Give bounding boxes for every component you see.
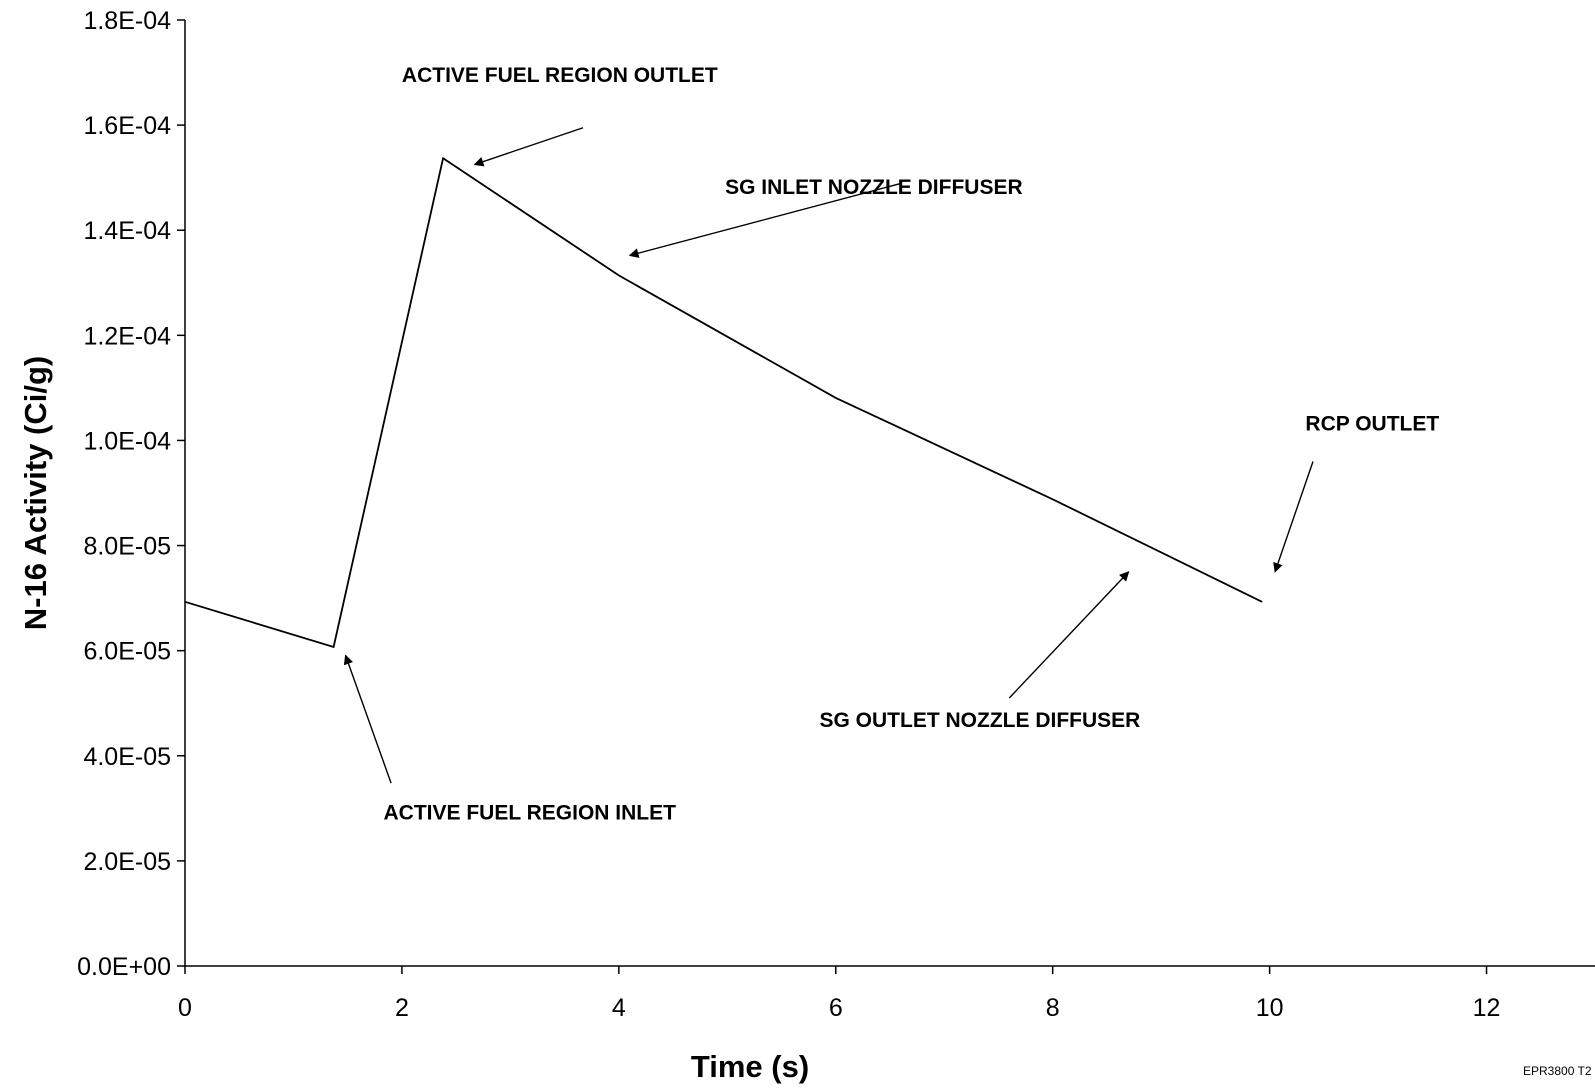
x-tick-label: 12 — [1473, 994, 1501, 1022]
figure-reference-note: EPR3800 T2 — [1523, 1064, 1592, 1078]
x-tick-label: 4 — [612, 994, 626, 1022]
y-tick-label: 2.0E-05 — [83, 848, 171, 876]
data-point — [333, 646, 335, 648]
data-point — [442, 157, 444, 159]
annotation-arrow — [473, 127, 584, 167]
annotation: SG INLET NOZZLE DIFFUSER — [628, 176, 1023, 258]
y-tick-label: 8.0E-05 — [83, 533, 171, 561]
annotation-arrow — [343, 654, 392, 784]
x-tick-label: 2 — [395, 994, 409, 1022]
annotation-arrow — [1008, 571, 1130, 699]
annotations: ACTIVE FUEL REGION OUTLET SG INLET NOZZLE… — [343, 64, 1439, 824]
annotation: SG OUTLET NOZZLE DIFFUSER — [820, 571, 1141, 732]
annotation: ACTIVE FUEL REGION OUTLET — [402, 64, 718, 167]
y-tick-label: 1.2E-04 — [83, 322, 171, 350]
x-tick-label: 8 — [1046, 994, 1060, 1022]
y-tick-label: 1.0E-04 — [83, 427, 171, 455]
annotation-label: SG INLET NOZZLE DIFFUSER — [725, 176, 1023, 199]
series — [184, 156, 1263, 649]
y-tick-label: 1.6E-04 — [83, 112, 171, 140]
annotation: ACTIVE FUEL REGION INLET — [343, 654, 676, 824]
data-point — [618, 274, 620, 276]
annotation-label: RCP OUTLET — [1305, 412, 1439, 435]
x-tick-label: 6 — [829, 994, 843, 1022]
annotation-arrow — [628, 182, 902, 258]
y-tick-label: 0.0E+00 — [77, 953, 171, 981]
annotation-arrow — [1273, 461, 1314, 573]
y-tick-label: 1.8E-04 — [83, 7, 171, 35]
annotation-label: ACTIVE FUEL REGION OUTLET — [402, 64, 718, 87]
x-tick-label: 10 — [1256, 994, 1284, 1022]
annotation-label: ACTIVE FUEL REGION INLET — [383, 801, 676, 824]
y-tick-label: 4.0E-05 — [83, 743, 171, 771]
series-line — [184, 156, 1263, 649]
data-point — [835, 397, 837, 399]
y-tick-label: 6.0E-05 — [83, 638, 171, 666]
annotation: RCP OUTLET — [1273, 412, 1439, 573]
annotation-label: SG OUTLET NOZZLE DIFFUSER — [820, 709, 1141, 732]
y-axis-title: N-16 Activity (Ci/g) — [18, 356, 53, 630]
x-tick-label: 0 — [178, 994, 192, 1022]
axes — [184, 20, 1595, 967]
y-tick-label: 1.4E-04 — [83, 217, 171, 245]
x-axis-title: Time (s) — [691, 1049, 809, 1084]
data-point — [184, 601, 186, 603]
ticks: 0.0E+00 2.0E-05 4.0E-05 6.0E-05 8.0E-05 1.0E-… — [77, 7, 1500, 1022]
data-point — [1261, 601, 1263, 603]
data-point — [1052, 498, 1054, 500]
